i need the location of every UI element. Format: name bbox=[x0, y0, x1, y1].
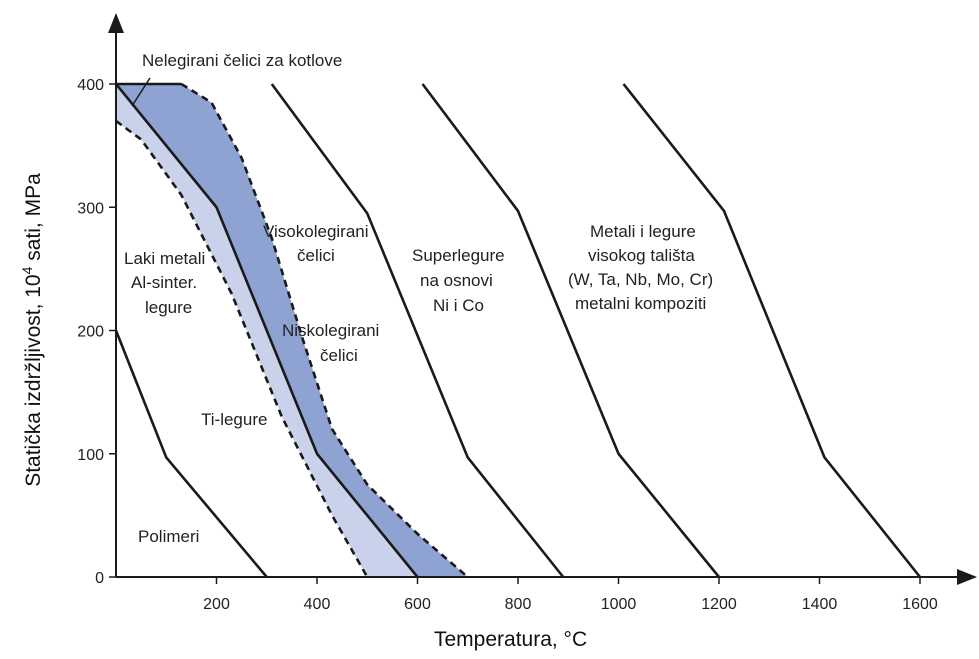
annotation-metali-3: (W, Ta, Nb, Mo, Cr) bbox=[568, 270, 713, 289]
series-line-laki_lower bbox=[115, 119, 369, 578]
annotation-polimeri: Polimeri bbox=[138, 527, 199, 546]
x-axis-label: Temperatura, °C bbox=[434, 628, 587, 651]
annotation-laki-1: Laki metali bbox=[124, 249, 205, 268]
x-tick-label: 600 bbox=[404, 596, 431, 613]
annotation-super-1: Superlegure bbox=[412, 246, 505, 265]
y-tick-label: 300 bbox=[77, 200, 104, 217]
y-tick-label: 100 bbox=[77, 447, 104, 464]
series-line-metalni_kompoziti bbox=[421, 83, 721, 578]
annotation-nisko-1: Niskolegirani bbox=[282, 321, 379, 340]
x-tick-label: 1400 bbox=[802, 596, 838, 613]
ticks-layer: 200 400 600 800 1000 1200 1400 1600 0 100 200 300 40… bbox=[77, 77, 938, 613]
x-tick-label: 200 bbox=[203, 596, 230, 613]
y-tick-label: 200 bbox=[77, 324, 104, 341]
y-axis-label: Statička izdržljivost, 104 sati, MPa bbox=[19, 173, 45, 487]
x-tick-label: 1200 bbox=[701, 596, 737, 613]
y-axis-label-sup: 4 bbox=[19, 266, 35, 274]
x-tick-label: 800 bbox=[505, 596, 532, 613]
annotation-laki-2: Al-sinter. bbox=[131, 273, 197, 292]
x-tick-label: 1600 bbox=[902, 596, 938, 613]
annotation-metali-4: metalni kompoziti bbox=[575, 294, 706, 313]
series-layer bbox=[114, 82, 922, 578]
annotation-visoko-1: Visokolegirani bbox=[263, 222, 369, 241]
annotation-metali-2: visokog tališta bbox=[588, 246, 695, 265]
annotation-ti: Ti-legure bbox=[201, 410, 267, 429]
annotation-nisko-2: čelici bbox=[320, 346, 358, 365]
series-line-polimeri bbox=[114, 330, 268, 578]
series-line-visoko_taliste bbox=[622, 83, 922, 578]
annotation-visoko-2: čelici bbox=[297, 246, 335, 265]
y-axis-label-tail: sati, MPa bbox=[22, 173, 45, 267]
y-tick-label: 400 bbox=[77, 77, 104, 94]
series-line-ti_legure bbox=[114, 83, 419, 578]
series-line-superlegure bbox=[270, 83, 565, 578]
band-dark bbox=[116, 84, 468, 577]
series-line-nisko_upper bbox=[180, 82, 469, 578]
annotation-laki-3: legure bbox=[145, 298, 192, 317]
annotation-super-2: na osnovi bbox=[420, 271, 493, 290]
nelegirani-pointer bbox=[131, 77, 151, 107]
annotation-super-3: Ni i Co bbox=[433, 296, 484, 315]
x-tick-label: 400 bbox=[304, 596, 331, 613]
annotation-nelegirani: Nelegirani čelici za kotlove bbox=[142, 51, 342, 70]
y-axis-label-main: Statička izdržljivost, 10 bbox=[22, 274, 45, 486]
y-tick-label: 0 bbox=[95, 570, 104, 587]
x-tick-label: 1000 bbox=[601, 596, 637, 613]
annotation-metali-1: Metali i legure bbox=[590, 222, 696, 241]
